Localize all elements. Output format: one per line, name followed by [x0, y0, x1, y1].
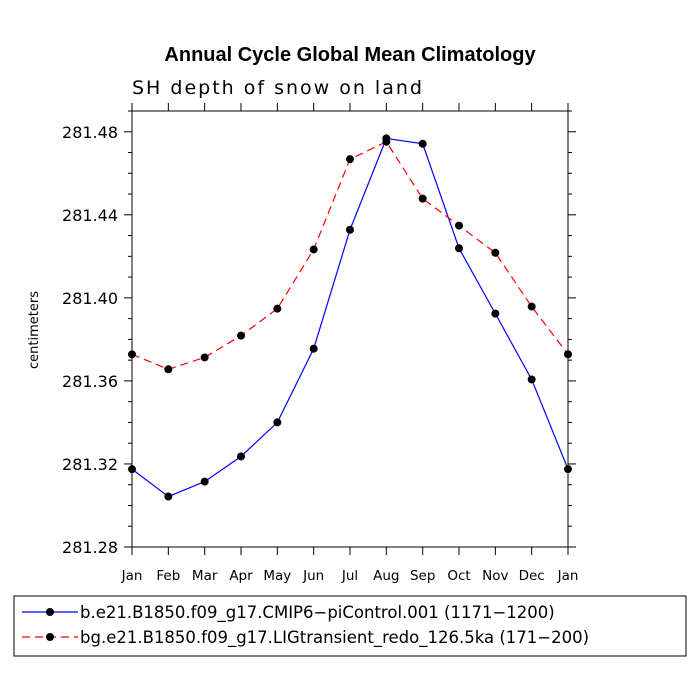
- data-point: [309, 245, 318, 254]
- data-point: [237, 331, 245, 340]
- data-point: [128, 465, 136, 474]
- x-tick-label: May: [263, 568, 291, 584]
- x-tick-label: Nov: [482, 568, 508, 584]
- x-tick-label: Jan: [557, 568, 579, 584]
- legend-item-2: bg.e21.B1850.f09_g17.LIGtransient_redo_1…: [22, 628, 589, 648]
- data-point: [455, 244, 463, 253]
- legend-box: [13, 595, 687, 657]
- data-point: [455, 221, 463, 230]
- x-tick-label: Jan: [121, 568, 143, 584]
- data-point: [164, 365, 173, 374]
- axis-ticks: [124, 103, 576, 555]
- y-tick-labels: 281.28 281.32 281.36 281.40 281.44 281.48: [62, 123, 118, 557]
- chart-title: Annual Cycle Global Mean Climatology: [164, 44, 536, 66]
- y-tick-label: 281.40: [62, 289, 118, 308]
- data-point: [200, 477, 209, 486]
- data-point: [527, 302, 536, 311]
- x-tick-label: Mar: [192, 568, 218, 584]
- data-point: [382, 137, 391, 146]
- series-layer: [128, 134, 572, 501]
- data-point: [346, 155, 354, 164]
- series-line: [131, 140, 569, 370]
- y-axis-label: centimeters: [27, 291, 42, 369]
- data-point: [418, 194, 427, 203]
- data-point: [273, 304, 282, 313]
- data-point: [237, 452, 245, 461]
- y-tick-label: 281.44: [62, 206, 118, 225]
- legend: b.e21.B1850.f09_g17.CMIP6−piControl.001 …: [22, 603, 589, 648]
- x-tick-label: Jul: [341, 568, 358, 584]
- data-point: [564, 465, 572, 474]
- legend-label: b.e21.B1850.f09_g17.CMIP6−piControl.001 …: [80, 603, 555, 623]
- legend-marker: [46, 633, 54, 641]
- x-tick-label: Dec: [519, 568, 545, 584]
- y-tick-label: 281.32: [62, 455, 118, 474]
- x-tick-label: Sep: [410, 568, 435, 584]
- data-point: [527, 375, 536, 384]
- x-tick-label: Apr: [229, 568, 253, 584]
- y-tick-label: 281.36: [62, 372, 118, 391]
- data-point: [128, 350, 136, 359]
- x-tick-label: Oct: [447, 568, 470, 584]
- data-point: [491, 309, 500, 318]
- data-point: [491, 248, 500, 257]
- data-point: [273, 418, 282, 427]
- x-tick-labels: Jan Feb Mar Apr May Jun Jul Aug Sep Oct Nov Dec Jan: [121, 568, 579, 584]
- legend-item-1: b.e21.B1850.f09_g17.CMIP6−piControl.001 …: [22, 603, 555, 623]
- x-tick-label: Jun: [302, 568, 324, 584]
- legend-marker: [46, 608, 54, 616]
- legend-label: bg.e21.B1850.f09_g17.LIGtransient_redo_1…: [80, 628, 589, 648]
- series-1: [128, 134, 572, 501]
- y-tick-label: 281.28: [62, 538, 118, 557]
- x-tick-label: Aug: [373, 568, 399, 584]
- data-point: [418, 139, 427, 148]
- y-tick-label: 281.48: [62, 123, 118, 142]
- data-point: [164, 492, 173, 501]
- plot-frame: [131, 110, 569, 548]
- series-2: [128, 137, 572, 374]
- chart-subtitle: SH depth of snow on land: [132, 77, 424, 99]
- data-point: [309, 344, 318, 353]
- series-line: [131, 137, 569, 498]
- data-point: [346, 225, 354, 234]
- data-point: [564, 350, 572, 359]
- data-point: [200, 353, 209, 362]
- x-tick-label: Feb: [156, 568, 180, 584]
